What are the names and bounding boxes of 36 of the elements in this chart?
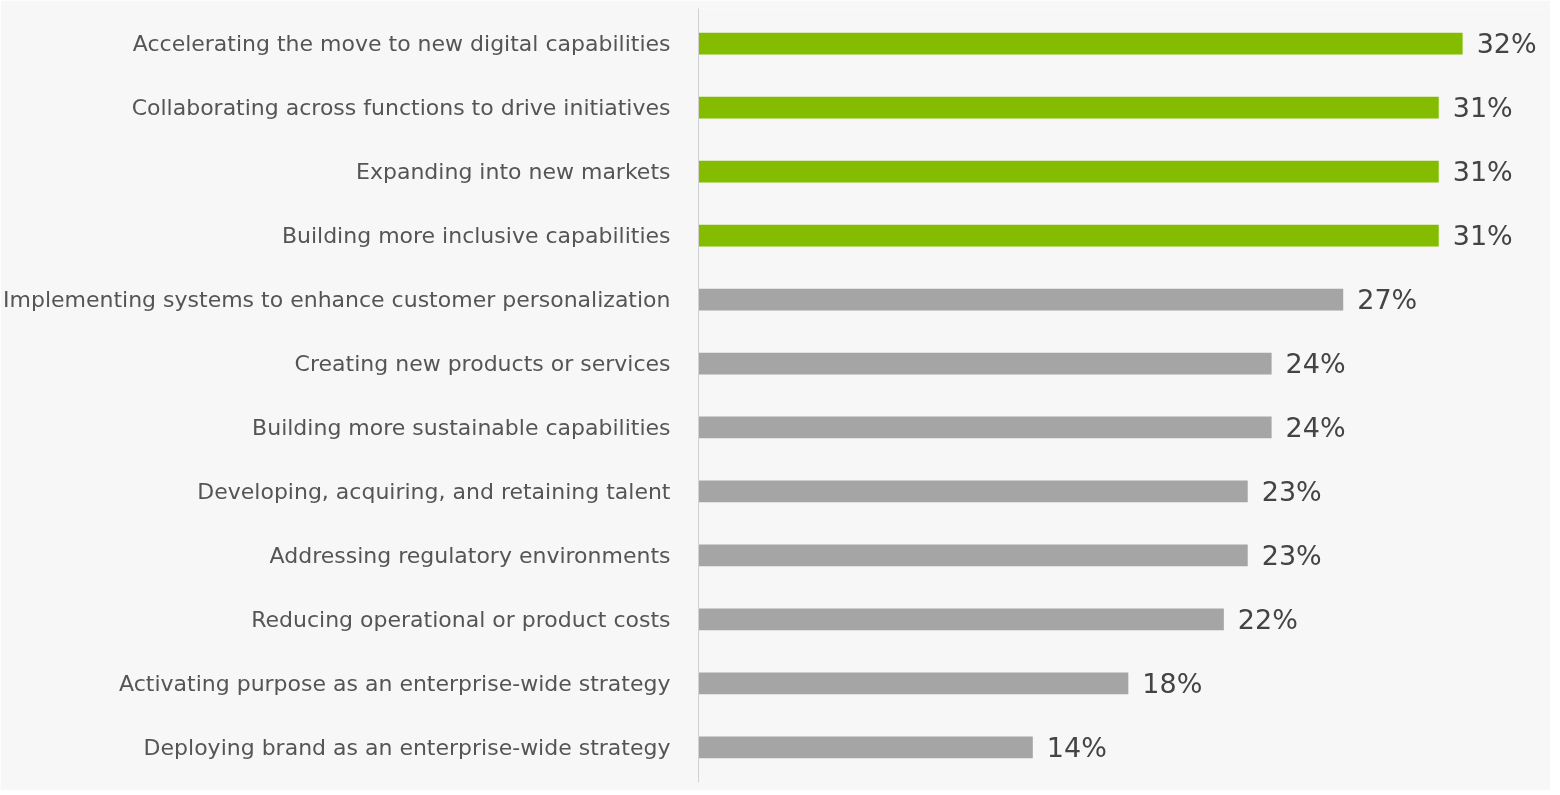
bar bbox=[698, 32, 1463, 55]
bar bbox=[698, 544, 1248, 567]
data-label: 24% bbox=[1285, 411, 1346, 443]
bar bbox=[698, 160, 1439, 183]
bar bbox=[698, 288, 1344, 311]
y-tick-label: Collaborating across functions to drive initiatives bbox=[131, 95, 671, 121]
bar bbox=[698, 672, 1129, 695]
bar bbox=[698, 224, 1439, 247]
y-tick-label: Accelerating the move to new digital capabilities bbox=[132, 31, 671, 57]
bar bbox=[698, 736, 1033, 759]
y-tick-label: Addressing regulatory environments bbox=[269, 542, 671, 568]
bar bbox=[698, 352, 1272, 375]
y-tick-label: Building more inclusive capabilities bbox=[281, 223, 671, 249]
bar bbox=[698, 608, 1224, 631]
y-tick-label: Creating new products or services bbox=[294, 351, 671, 377]
data-label: 24% bbox=[1285, 348, 1346, 380]
data-label: 23% bbox=[1261, 475, 1322, 507]
y-tick-label: Expanding into new markets bbox=[356, 159, 671, 185]
y-tick-label: Building more sustainable capabilities bbox=[252, 414, 671, 440]
data-label: 23% bbox=[1261, 539, 1322, 571]
data-label: 18% bbox=[1142, 667, 1203, 699]
data-label: 22% bbox=[1237, 603, 1298, 635]
bar bbox=[698, 480, 1248, 503]
data-label: 27% bbox=[1357, 284, 1418, 316]
bar bbox=[698, 96, 1439, 119]
data-label: 31% bbox=[1452, 156, 1513, 188]
y-tick-label: Deploying brand as an enterprise-wide strategy bbox=[143, 734, 671, 760]
data-label: 32% bbox=[1476, 28, 1537, 60]
data-label: 31% bbox=[1452, 92, 1513, 124]
y-tick-label: Developing, acquiring, and retaining talent bbox=[197, 478, 671, 504]
y-tick-label: Implementing systems to enhance customer personalization bbox=[3, 287, 671, 313]
data-label: 31% bbox=[1452, 220, 1513, 252]
data-label: 14% bbox=[1046, 731, 1107, 763]
y-tick-label: Activating purpose as an enterprise-wide strategy bbox=[119, 670, 671, 696]
y-tick-label: Reducing operational or product costs bbox=[251, 606, 671, 632]
bar bbox=[698, 416, 1272, 439]
